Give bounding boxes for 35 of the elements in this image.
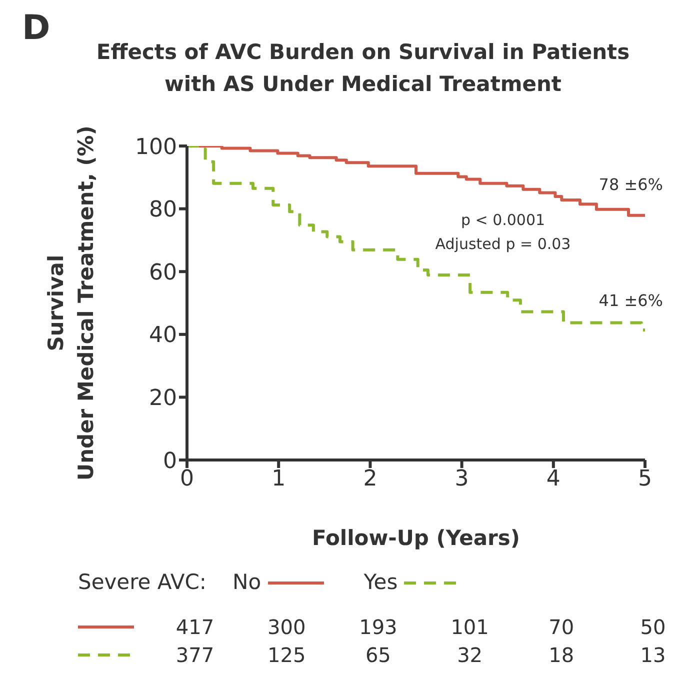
text: 193	[358, 614, 398, 640]
y-axis-title: Survival Under Medical Treatment, (%)	[43, 124, 99, 482]
text: 65	[364, 642, 392, 668]
text: 300	[266, 614, 307, 640]
text: 32	[456, 642, 484, 668]
text: 125	[266, 642, 307, 668]
x-tick-label: 3	[454, 466, 469, 492]
x-tick-label: 0	[180, 466, 194, 492]
y-tick-label: 20	[149, 386, 177, 412]
legend-title: Severe AVC:	[78, 570, 206, 594]
text: 101	[450, 614, 490, 640]
y-tick-label: 40	[149, 323, 177, 348]
text: 417	[174, 614, 216, 640]
annotation: p < 0.0001	[460, 210, 546, 231]
legend-label: Yes	[364, 570, 399, 594]
annotation: 78 ±6%	[598, 175, 663, 194]
annotation: 41 ±6%	[598, 291, 663, 310]
text: 50	[639, 614, 667, 640]
x-tick-label: 4	[546, 466, 560, 492]
text: 13	[639, 642, 667, 668]
annotation: Adjusted p = 0.03	[434, 234, 572, 255]
chart-title: Effects of AVC Burden on Survival in Patients with AS Under Medical Treatment	[95, 39, 631, 98]
legend-label: No	[232, 570, 262, 594]
y-tick-label: 0	[163, 448, 177, 474]
x-tick-label: 2	[363, 466, 378, 492]
text: 70	[548, 614, 576, 640]
x-axis-title: Follow-Up (Years)	[310, 526, 521, 550]
x-tick-label: 1	[272, 466, 286, 492]
text: 18	[548, 642, 576, 668]
text: D	[22, 8, 50, 48]
y-tick-label: 60	[149, 260, 177, 286]
y-tick-label: 100	[135, 134, 177, 160]
y-tick-label: 80	[149, 198, 177, 223]
text: 377	[174, 642, 216, 668]
x-tick-label: 5	[638, 466, 652, 492]
